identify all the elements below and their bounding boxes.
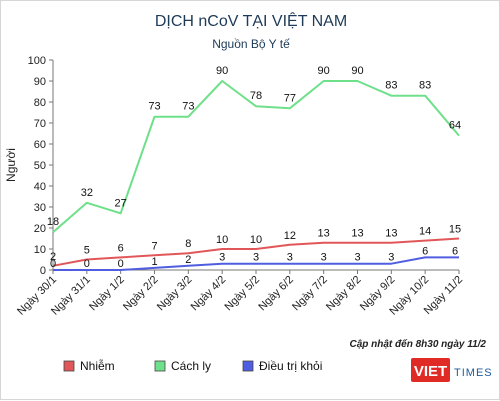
legend-swatch (242, 360, 254, 372)
data-label: 15 (449, 224, 461, 236)
data-label: 32 (81, 187, 93, 199)
update-note: Cập nhật đến 8h30 ngày 11/2 (349, 338, 486, 350)
y-tick-label: 40 (34, 181, 46, 193)
data-label: 2 (50, 251, 56, 263)
legend-label: Nhiễm (80, 358, 115, 373)
data-label: 5 (84, 245, 90, 257)
data-label: 3 (321, 252, 327, 264)
chart-subtitle: Nguồn Bộ Y tế (212, 37, 290, 51)
data-label: 83 (419, 80, 431, 92)
y-tick-label: 30 (34, 202, 46, 214)
legend: Nhiễm Cách ly Điều trị khỏi (63, 358, 322, 373)
data-label: 6 (422, 245, 428, 257)
chart-title: DỊCH nCoV TẠI VIỆT NAM (155, 11, 347, 30)
y-axis-title: Người (4, 148, 18, 182)
series-line (53, 256, 459, 271)
data-label: 77 (284, 92, 296, 104)
data-label: 0 (84, 258, 90, 270)
data-label: 12 (284, 230, 296, 242)
data-label: 10 (250, 234, 262, 246)
data-label: 6 (452, 245, 458, 257)
logo-main-text: VIET (414, 363, 447, 380)
data-label: 10 (216, 234, 228, 246)
legend-label: Cách ly (171, 359, 211, 373)
y-tick-label: 90 (34, 76, 46, 88)
data-label: 3 (219, 252, 225, 264)
x-tick-label: Ngày 2/2 (121, 274, 161, 314)
data-label: 78 (250, 90, 262, 102)
data-label: 13 (351, 228, 363, 240)
data-label: 0 (118, 258, 124, 270)
data-label: 83 (385, 80, 397, 92)
data-label: 7 (151, 240, 157, 252)
y-tick-label: 80 (34, 97, 46, 109)
data-label: 14 (419, 226, 431, 238)
data-label: 1 (151, 256, 157, 268)
data-label: 73 (148, 101, 160, 113)
y-tick-label: 100 (28, 55, 46, 67)
legend-swatch (63, 360, 75, 372)
x-tick-label: Ngày 6/2 (256, 274, 296, 314)
data-label: 3 (287, 252, 293, 264)
data-label: 8 (185, 238, 191, 250)
x-tick-label: Ngày 8/2 (324, 274, 364, 314)
viettimes-logo: VIET TIMES (411, 358, 493, 382)
data-label: 2 (185, 254, 191, 266)
data-label: 90 (216, 65, 228, 77)
x-tick-label: Ngày 4/2 (189, 274, 229, 314)
data-label: 27 (115, 197, 127, 209)
y-tick-label: 20 (34, 223, 46, 235)
logo-sub-text: TIMES (454, 367, 493, 379)
y-tick-label: 0 (40, 265, 46, 277)
x-tick-label: Ngày 7/2 (290, 274, 330, 314)
data-label: 3 (354, 252, 360, 264)
y-tick-label: 70 (34, 118, 46, 130)
data-label: 64 (449, 120, 461, 132)
data-label: 13 (385, 228, 397, 240)
legend-swatch (154, 360, 166, 372)
legend-label: Điều trị khỏi (259, 359, 322, 373)
x-tick-label: Ngày 1/2 (87, 274, 127, 314)
y-tick-label: 50 (34, 160, 46, 172)
data-label: 6 (118, 242, 124, 254)
series-line (52, 237, 460, 267)
data-label: 90 (351, 65, 363, 77)
x-tick-label: Ngày 3/2 (155, 274, 195, 314)
series-line (52, 80, 460, 233)
data-label: 13 (318, 228, 330, 240)
data-label: 3 (253, 252, 259, 264)
y-tick-label: 10 (34, 244, 46, 256)
data-label: 90 (318, 65, 330, 77)
x-tick-label: Ngày 5/2 (223, 274, 263, 314)
logo-block (411, 358, 450, 382)
data-label: 18 (47, 216, 59, 228)
data-label: 73 (182, 101, 194, 113)
data-label: 0 (50, 258, 56, 270)
y-tick-label: 60 (34, 139, 46, 151)
data-label: 3 (388, 252, 394, 264)
